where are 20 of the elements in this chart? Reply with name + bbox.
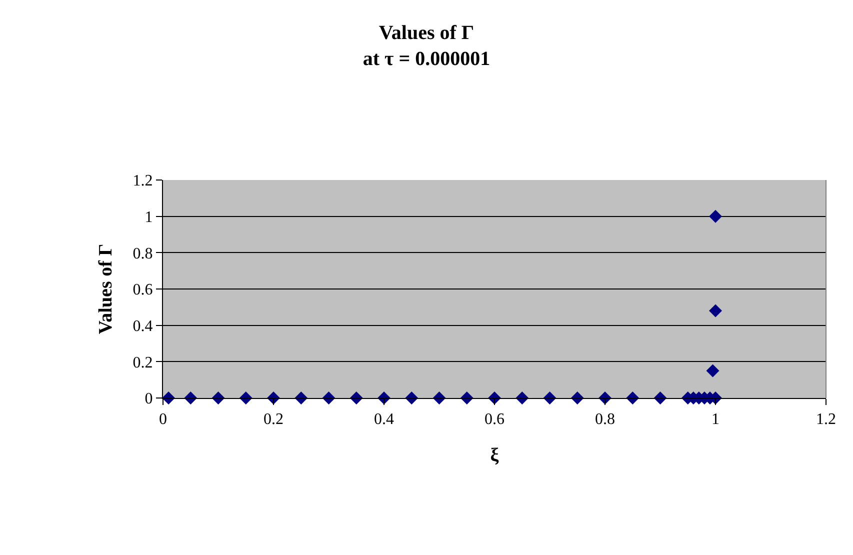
chart-title: Values of Γ at τ = 0.000001 <box>362 22 490 70</box>
y-tick-label: 0 <box>144 390 153 408</box>
y-tick-label: 0.4 <box>132 318 153 335</box>
y-axis-title: Values of Γ <box>96 244 117 334</box>
y-tick-label: 1 <box>144 208 153 226</box>
x-tick-label: 0.8 <box>595 411 615 428</box>
x-tick-label: 0.2 <box>264 411 284 428</box>
point <box>709 210 722 223</box>
y-tick-label: 0.2 <box>132 354 153 372</box>
point <box>706 364 720 378</box>
x-tick-label: 1 <box>712 411 720 428</box>
y-tick-label: 0.8 <box>132 245 153 262</box>
x-tick-label: 0.4 <box>374 411 394 428</box>
x-tick-label: 0 <box>159 411 167 428</box>
x-axis-title: ξ <box>490 445 500 466</box>
point <box>709 304 722 318</box>
y-tick-label: 0.6 <box>132 282 153 299</box>
x-tick-label: 0.6 <box>484 411 504 428</box>
y-tick-label: 1.2 <box>132 172 153 190</box>
x-tick-label: 1.2 <box>816 411 836 428</box>
